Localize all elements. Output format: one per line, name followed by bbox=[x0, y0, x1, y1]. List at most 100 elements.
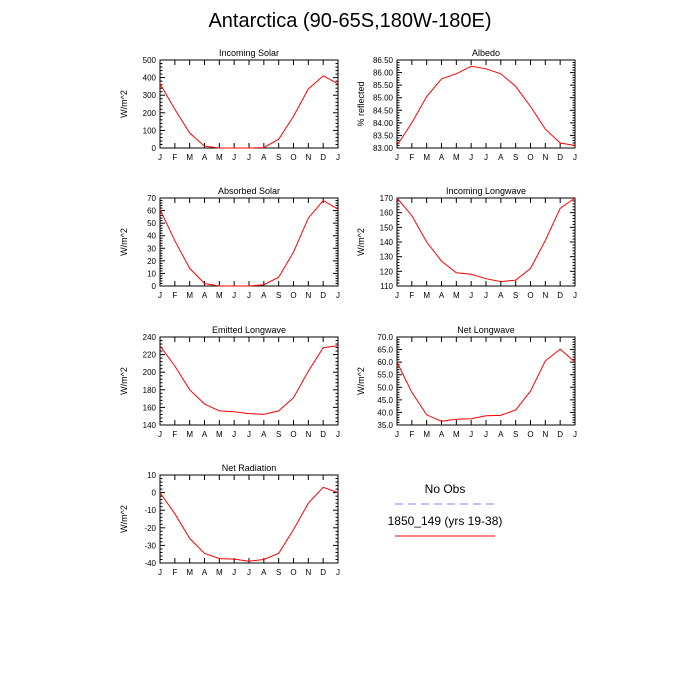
x-tick-label: A bbox=[498, 291, 504, 300]
y-tick-label: 40 bbox=[147, 232, 156, 241]
x-tick-label: J bbox=[395, 430, 399, 439]
series-line bbox=[159, 486, 339, 562]
x-tick-label: A bbox=[202, 291, 208, 300]
y-tick-label: 70 bbox=[147, 194, 156, 203]
y-tick-label: 86.50 bbox=[373, 56, 394, 65]
y-tick-label: 110 bbox=[380, 282, 393, 291]
x-tick-label: M bbox=[216, 568, 223, 577]
y-tick-label: 20 bbox=[147, 257, 156, 266]
y-tick-label: -40 bbox=[144, 559, 156, 568]
plot-title: Incoming Longwave bbox=[446, 186, 526, 196]
x-tick-label: J bbox=[247, 568, 251, 577]
x-tick-label: D bbox=[557, 291, 563, 300]
x-tick-label: M bbox=[453, 430, 460, 439]
x-tick-label: M bbox=[186, 430, 193, 439]
legend-label-obs: No Obs bbox=[424, 482, 466, 496]
x-tick-label: O bbox=[527, 430, 533, 439]
x-tick-label: M bbox=[453, 153, 460, 162]
x-tick-label: J bbox=[336, 153, 340, 162]
y-tick-label: -10 bbox=[144, 506, 156, 515]
y-axis-label: W/m^2 bbox=[356, 228, 366, 256]
x-tick-label: A bbox=[261, 291, 267, 300]
y-tick-label: 84.50 bbox=[373, 106, 394, 115]
x-tick-label: A bbox=[202, 568, 208, 577]
x-tick-label: D bbox=[557, 430, 563, 439]
x-tick-label: S bbox=[276, 568, 281, 577]
x-tick-label: J bbox=[232, 291, 236, 300]
x-tick-label: A bbox=[498, 430, 504, 439]
x-tick-label: M bbox=[186, 153, 193, 162]
plot-title: Incoming Solar bbox=[219, 48, 279, 58]
series-line bbox=[159, 199, 339, 287]
x-tick-label: N bbox=[305, 291, 311, 300]
x-tick-label: S bbox=[276, 430, 281, 439]
x-tick-label: M bbox=[423, 291, 430, 300]
x-tick-label: N bbox=[542, 291, 548, 300]
y-tick-label: 120 bbox=[380, 267, 394, 276]
x-tick-label: F bbox=[172, 291, 177, 300]
x-tick-label: D bbox=[320, 153, 326, 162]
y-tick-label: 55.0 bbox=[377, 371, 393, 380]
y-tick-label: 40.0 bbox=[377, 408, 393, 417]
x-tick-label: J bbox=[158, 153, 162, 162]
x-tick-label: J bbox=[232, 568, 236, 577]
x-tick-label: J bbox=[158, 568, 162, 577]
x-tick-label: M bbox=[423, 430, 430, 439]
x-tick-label: F bbox=[172, 153, 177, 162]
x-tick-label: N bbox=[305, 430, 311, 439]
y-tick-label: 200 bbox=[143, 368, 157, 377]
x-tick-label: J bbox=[232, 153, 236, 162]
x-tick-label: J bbox=[336, 430, 340, 439]
y-tick-label: 160 bbox=[143, 403, 157, 412]
x-tick-label: M bbox=[216, 153, 223, 162]
x-tick-label: D bbox=[320, 568, 326, 577]
plot-title: Net Radiation bbox=[222, 463, 277, 473]
y-tick-label: 60 bbox=[147, 207, 156, 216]
x-tick-label: J bbox=[484, 430, 488, 439]
plot-title: Albedo bbox=[472, 48, 500, 58]
y-axis-label: W/m^2 bbox=[119, 505, 129, 533]
y-tick-label: 160 bbox=[380, 209, 394, 218]
y-tick-label: 130 bbox=[380, 253, 394, 262]
x-tick-label: S bbox=[276, 291, 281, 300]
x-tick-label: J bbox=[247, 291, 251, 300]
y-tick-label: 85.50 bbox=[373, 81, 394, 90]
x-tick-label: J bbox=[247, 430, 251, 439]
y-tick-label: 10 bbox=[147, 269, 156, 278]
x-tick-label: S bbox=[513, 153, 518, 162]
x-tick-label: A bbox=[202, 430, 208, 439]
x-tick-label: M bbox=[423, 153, 430, 162]
x-tick-label: J bbox=[469, 430, 473, 439]
x-tick-label: O bbox=[290, 153, 296, 162]
x-tick-label: F bbox=[172, 568, 177, 577]
x-tick-label: J bbox=[484, 153, 488, 162]
y-tick-label: 10 bbox=[147, 471, 156, 480]
y-axis-label: % reflected bbox=[356, 81, 366, 126]
y-axis-label: W/m^2 bbox=[356, 367, 366, 395]
x-tick-label: D bbox=[320, 430, 326, 439]
y-tick-label: 400 bbox=[143, 74, 157, 83]
y-tick-label: 60.0 bbox=[377, 358, 393, 367]
y-tick-label: 50.0 bbox=[377, 383, 393, 392]
y-tick-label: 300 bbox=[143, 91, 157, 100]
y-tick-label: 140 bbox=[143, 421, 157, 430]
x-tick-label: J bbox=[158, 430, 162, 439]
x-tick-label: S bbox=[513, 291, 518, 300]
series-line bbox=[159, 75, 339, 149]
x-tick-label: J bbox=[336, 568, 340, 577]
y-tick-label: 240 bbox=[143, 333, 157, 342]
y-tick-label: 0 bbox=[152, 489, 157, 498]
x-tick-label: M bbox=[186, 291, 193, 300]
x-tick-label: M bbox=[216, 291, 223, 300]
y-axis-label: W/m^2 bbox=[119, 90, 129, 118]
x-tick-label: D bbox=[557, 153, 563, 162]
x-tick-label: J bbox=[469, 291, 473, 300]
y-tick-label: 500 bbox=[143, 56, 157, 65]
x-tick-label: M bbox=[453, 291, 460, 300]
y-tick-label: -30 bbox=[144, 541, 156, 550]
y-tick-label: 86.00 bbox=[373, 69, 394, 78]
x-tick-label: J bbox=[573, 430, 577, 439]
y-tick-label: 150 bbox=[380, 223, 394, 232]
y-tick-label: 83.00 bbox=[373, 144, 394, 153]
plot-title: Net Longwave bbox=[457, 325, 515, 335]
